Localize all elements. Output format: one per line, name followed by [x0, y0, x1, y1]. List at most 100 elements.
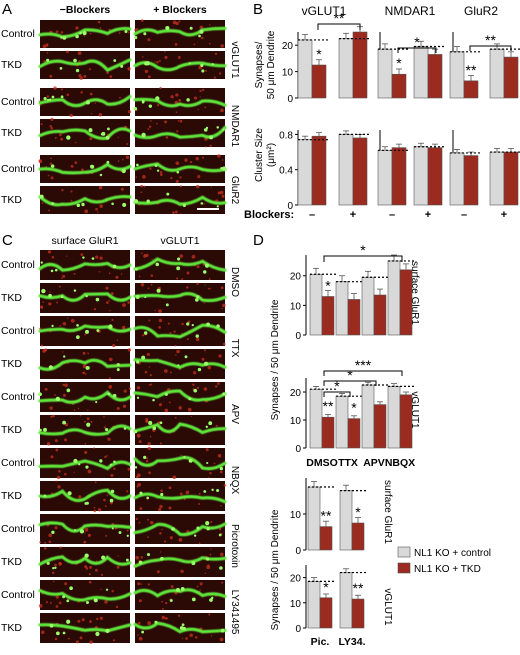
bar-tkd: [373, 404, 387, 449]
bar-control: [339, 490, 353, 551]
panel-C-row-label: Control: [1, 523, 35, 535]
panel-D-right-label-4: vGLUT1: [382, 588, 393, 626]
panel-B-synapse-chart-2: *: [377, 32, 446, 99]
legend-swatch-control: [397, 546, 411, 558]
legend-label-tkd: NL1 KO + TKD: [414, 564, 481, 575]
panel-C-micrograph-surface-glur1: [38, 283, 132, 313]
panel-B-group-title-2: NMDAR1: [385, 4, 436, 18]
panel-A-micrograph-plus: [133, 119, 227, 148]
y-tick-label: 0: [287, 94, 293, 105]
blocker-sign-1: –: [309, 209, 315, 221]
y-tick-label: 20: [290, 388, 302, 399]
panel-C-side-label: DMSO: [229, 267, 240, 297]
bar-tkd: [321, 416, 335, 449]
y-tick-label: 20: [290, 574, 302, 585]
panel-C-side-label: Picrotoxin: [229, 524, 240, 568]
panel-C-row-label: Control: [1, 589, 35, 601]
bar-tkd: [311, 135, 327, 206]
bar-control: [413, 46, 429, 99]
significance-bracket: [469, 45, 512, 51]
bar-control: [307, 581, 321, 629]
panel-A-micrograph-plus: [133, 51, 227, 79]
bar-control: [297, 39, 313, 99]
y-tick-label: 10: [282, 68, 294, 79]
y-tick-label: 0: [295, 546, 301, 557]
blocker-sign-6: +: [501, 209, 507, 221]
y-tick-label: 0.4: [279, 166, 293, 177]
panel-C-micrograph-surface-glur1: [38, 480, 132, 513]
panel-A-col-header-1: −Blockers: [60, 4, 111, 16]
panel-D-category-label: NBQX: [385, 457, 415, 469]
significance-bracket: [317, 23, 361, 30]
bar-control: [387, 260, 401, 336]
y-tick-label: 0: [295, 331, 301, 342]
y-tick-label: 0: [295, 624, 301, 635]
panel-D-right-label-1: surface GluR1: [409, 261, 420, 325]
legend-swatch-tkd: [397, 562, 411, 574]
bar-tkd: [351, 522, 365, 551]
panel-A-row-label: Control: [1, 96, 35, 108]
bracket-star: *: [414, 34, 420, 50]
panel-A-col-header-2: + Blockers: [153, 4, 207, 16]
panel-A-side-label-1: vGLUT1: [229, 41, 240, 79]
panel-C-micrograph-vglut1: [133, 514, 227, 545]
bar-control: [338, 38, 354, 99]
blocker-sign-3: –: [389, 209, 395, 221]
panel-C-micrograph-surface-glur1: [38, 382, 132, 412]
significance-star: *: [396, 55, 402, 71]
panel-D-category-label: LY34.: [338, 636, 365, 648]
panel-D-chart-surface-glur1: 0 10 20 * *: [290, 242, 416, 342]
bar-tkd: [427, 147, 443, 206]
panel-C-micrograph-vglut1: [133, 382, 227, 413]
panel-A-row-label: Control: [1, 163, 35, 175]
panel-C-micrograph-surface-glur1: [38, 348, 132, 380]
panel-C-letter: C: [2, 232, 13, 249]
y-tick-label: 10: [290, 599, 302, 610]
bar-control: [307, 486, 321, 551]
significance-bracket: [323, 380, 377, 386]
panel-B-top-ylabel-2: 50 μm Dendrite: [266, 30, 277, 99]
panel-C-row-label: TKD: [1, 292, 22, 304]
significance-star: **: [321, 508, 332, 524]
panel-A-letter: A: [2, 1, 12, 18]
bar-tkd: [427, 54, 443, 99]
panel-C-row-label: TKD: [1, 490, 22, 502]
significance-star: *: [325, 277, 331, 293]
panel-D-ylabel-1: Synapses / 50 μm Dendrite: [270, 299, 281, 420]
panel-C-side-label: LY341495: [229, 590, 240, 635]
panel-B-synapse-chart-3: **: [449, 32, 520, 99]
panel-C-row-label: Control: [1, 391, 35, 403]
panel-C-micrograph-surface-glur1: [38, 580, 132, 610]
bar-control: [449, 51, 465, 99]
y-tick-label: 0.8: [279, 130, 293, 141]
significance-star: *: [355, 504, 361, 520]
panel-C-micrograph-vglut1: [133, 481, 227, 512]
blocker-sign-2: +: [350, 209, 356, 221]
bar-control: [449, 152, 465, 206]
significance-star: *: [351, 400, 357, 416]
scale-bar-C: [197, 645, 219, 647]
panel-D-chart-surface-glur1-2: 010 ** *: [290, 478, 368, 557]
bar-control: [338, 134, 354, 206]
panel-A-micrograph-minus: [38, 20, 132, 49]
panel-C-micrograph-surface-glur1: [38, 546, 132, 577]
panel-C-side-label: TTX: [229, 339, 240, 358]
panel-B-cluster-chart-2: [377, 130, 446, 206]
y-tick-label: 20: [282, 41, 294, 52]
panel-B-group-title-3: GluR2: [464, 4, 498, 18]
significance-star: *: [323, 579, 329, 595]
significance-star: *: [316, 46, 322, 62]
bracket-star: *: [347, 367, 353, 383]
legend-label-control: NL1 KO + control: [414, 548, 491, 559]
bar-control: [377, 48, 393, 99]
y-tick-label: 10: [290, 301, 302, 312]
panel-B-cluster-chart-1: 0 0.4 0.8: [279, 130, 371, 212]
panel-A-micrograph-minus: [38, 185, 132, 214]
bar-tkd: [319, 597, 333, 629]
bar-control: [387, 386, 401, 449]
y-tick-label: 10: [290, 510, 302, 521]
y-tick-label: 20: [290, 272, 302, 283]
y-tick-label: 0: [287, 201, 293, 212]
panel-A-row-label: Control: [1, 28, 35, 40]
